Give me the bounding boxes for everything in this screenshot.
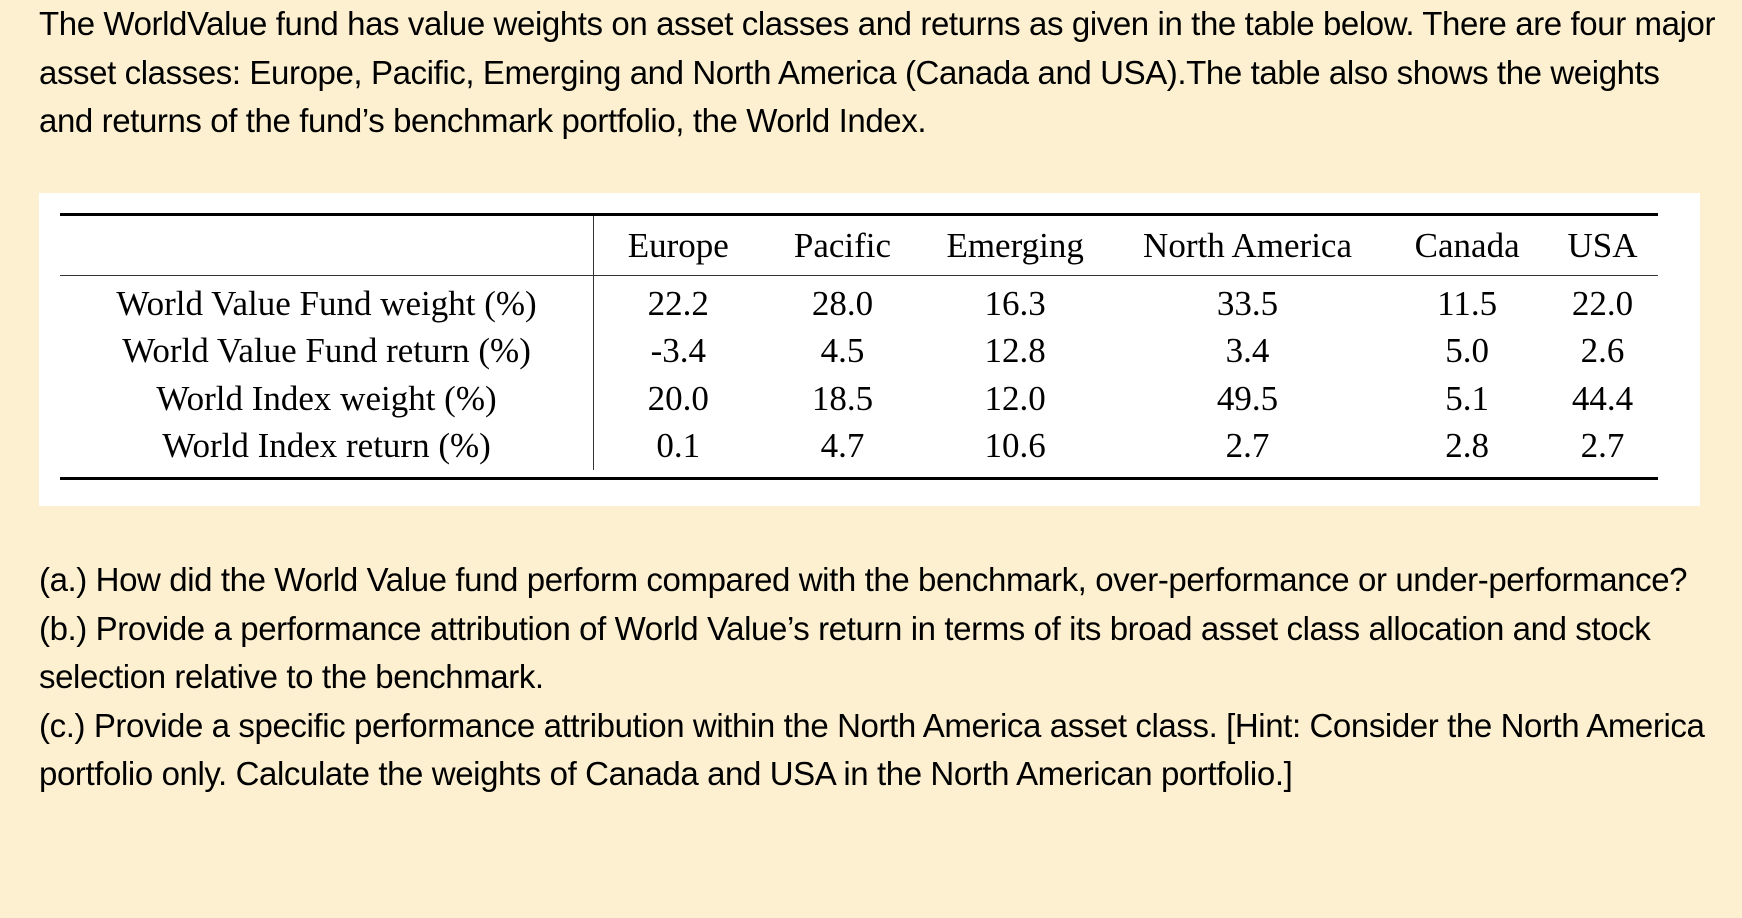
cell-emerging: 12.0 <box>984 378 1046 418</box>
cell-usa: 2.6 <box>1580 331 1625 371</box>
cell-usa: 44.4 <box>1571 378 1634 418</box>
data-table-wrapper: Europe Pacific Emerging North America Ca… <box>60 213 1658 480</box>
cell-europe: 22.2 <box>647 283 709 323</box>
question-a: (a.) How did the World Value fund perfor… <box>39 561 1688 598</box>
header-usa: USA <box>1547 216 1658 276</box>
cell-pacific: 18.5 <box>811 378 874 418</box>
table-top-rule <box>60 213 1658 216</box>
cell-north-america: 49.5 <box>1216 378 1279 418</box>
cell-emerging: 10.6 <box>984 426 1046 466</box>
header-pacific: Pacific <box>762 216 923 276</box>
header-north-america: North America <box>1107 216 1388 276</box>
cell-north-america: 2.7 <box>1225 426 1270 466</box>
cell-usa: 2.7 <box>1580 426 1625 466</box>
intro-paragraph: The WorldValue fund has value weights on… <box>39 5 1716 139</box>
cell-canada: 5.1 <box>1445 378 1490 418</box>
row-label: World Value Fund weight (%) <box>60 275 595 328</box>
weights-returns-table: Europe Pacific Emerging North America Ca… <box>60 216 1658 470</box>
cell-north-america: 33.5 <box>1216 283 1279 323</box>
table-row: World Value Fund weight (%) 22.2 28.0 16… <box>60 275 1658 328</box>
table-row: World Index return (%) 0.1 4.7 10.6 2.7 … <box>60 422 1658 470</box>
cell-canada: 11.5 <box>1437 283 1498 323</box>
table-row: World Index weight (%) 20.0 18.5 12.0 49… <box>60 375 1658 423</box>
table-row: World Value Fund return (%) -3.4 4.5 12.… <box>60 327 1658 375</box>
question-b: (b.) Provide a performance attribution o… <box>39 609 1651 696</box>
cell-europe: 0.1 <box>656 426 701 466</box>
cell-europe: 20.0 <box>647 378 709 418</box>
row-label: World Index return (%) <box>60 422 595 470</box>
header-emerging: Emerging <box>922 216 1108 276</box>
table-header-row: Europe Pacific Emerging North America Ca… <box>60 216 1658 276</box>
cell-canada: 5.0 <box>1445 331 1490 371</box>
row-label: World Index weight (%) <box>60 375 595 423</box>
data-table-panel: Europe Pacific Emerging North America Ca… <box>39 193 1700 506</box>
header-europe: Europe <box>593 216 763 276</box>
cell-pacific: 28.0 <box>811 283 874 323</box>
cell-pacific: 4.5 <box>820 331 865 371</box>
cell-emerging: 16.3 <box>984 283 1046 323</box>
header-empty-cell <box>60 216 595 276</box>
row-label: World Value Fund return (%) <box>60 327 595 375</box>
cell-usa: 22.0 <box>1571 283 1634 323</box>
question-c: (c.) Provide a specific performance attr… <box>39 706 1705 793</box>
cell-canada: 2.8 <box>1445 426 1490 466</box>
cell-pacific: 4.7 <box>820 426 865 466</box>
cell-north-america: 3.4 <box>1225 331 1270 371</box>
header-canada: Canada <box>1387 216 1548 276</box>
cell-emerging: 12.8 <box>984 331 1046 371</box>
questions-block: (a.) How did the World Value fund perfor… <box>39 556 1719 799</box>
cell-europe: -3.4 <box>650 331 706 371</box>
table-bottom-rule <box>60 477 1658 480</box>
